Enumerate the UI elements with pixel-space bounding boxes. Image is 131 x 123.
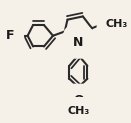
Text: F: F [6, 29, 14, 42]
Text: N: N [73, 36, 84, 49]
Text: CH₃: CH₃ [67, 106, 89, 116]
Text: CH₃: CH₃ [105, 19, 128, 29]
Text: O: O [73, 94, 84, 107]
